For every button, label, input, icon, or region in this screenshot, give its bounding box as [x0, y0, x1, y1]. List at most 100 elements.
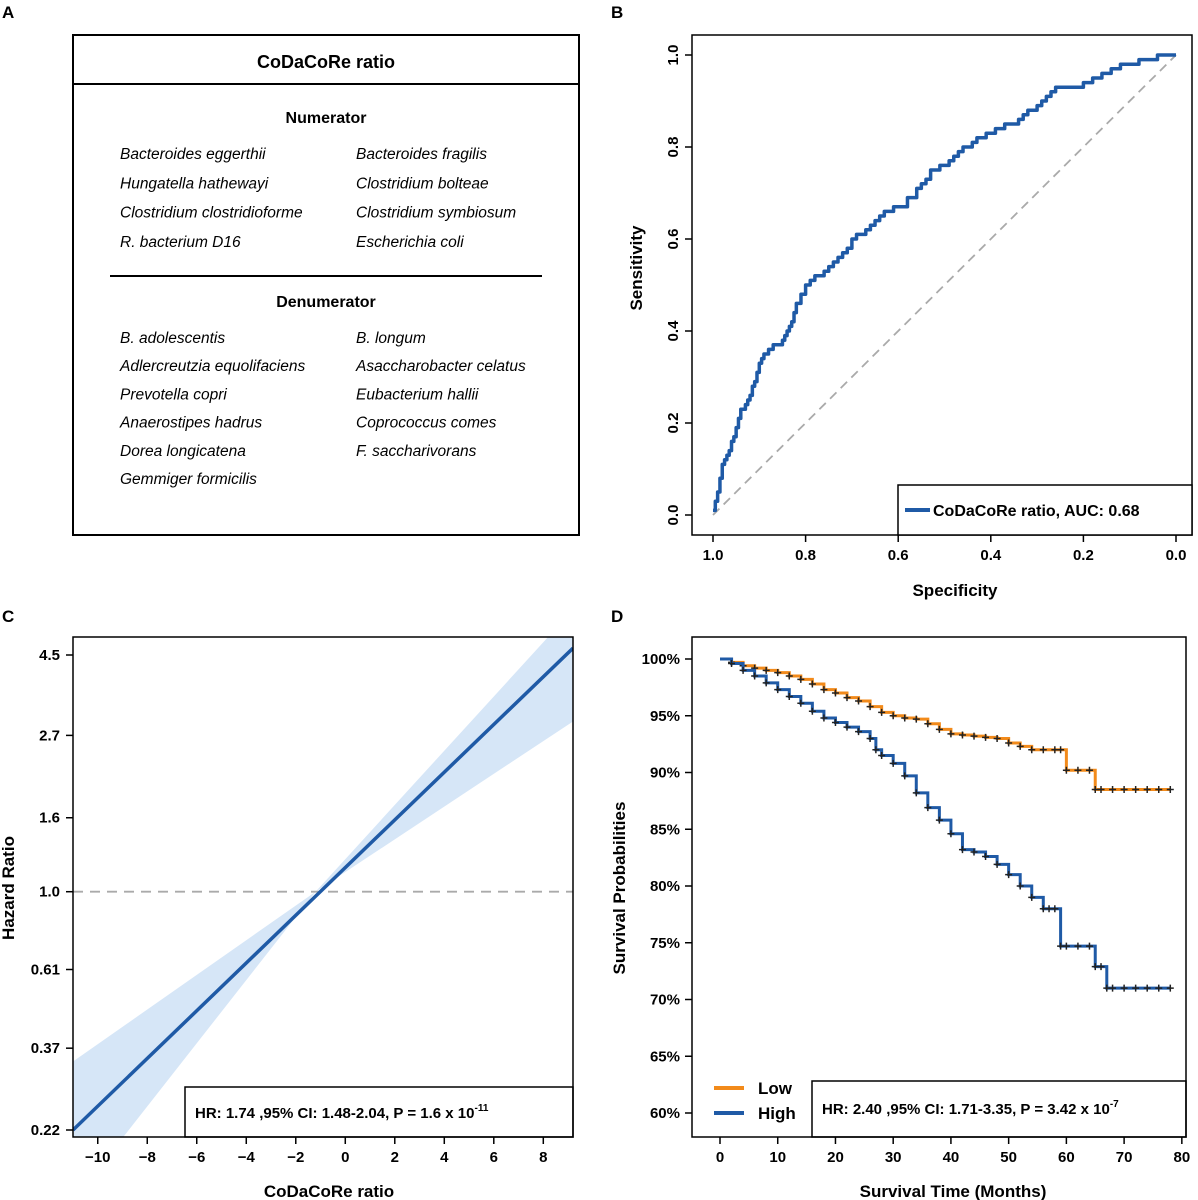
- censor-mark-high: [878, 751, 886, 759]
- numerator-taxon: Bacteroides eggerthii: [120, 146, 266, 163]
- roc-xtick-label: 1.0: [703, 547, 724, 564]
- survival-ytick-label: 75%: [650, 935, 680, 952]
- censor-mark-high: [855, 728, 863, 736]
- censor-mark-high: [1097, 963, 1105, 971]
- survival-clip-group: [720, 657, 1174, 992]
- numerator-taxon: Hungatella hathewayi: [120, 175, 269, 192]
- roc-legend-box: [897, 484, 1193, 536]
- censor-mark-low: [970, 732, 978, 740]
- survival-stats-exponent: -7: [1110, 1099, 1119, 1110]
- survival-legend: Low High: [714, 1079, 796, 1123]
- censor-mark-high: [958, 846, 966, 854]
- survival-xtick-label: 20: [827, 1149, 844, 1166]
- roc-ytick-label: 0.6: [665, 229, 682, 250]
- censor-mark-high: [1028, 893, 1036, 901]
- survival-stats-box: [811, 1080, 1187, 1138]
- hazard-ytick-label: 0.37: [31, 1040, 60, 1057]
- roc-ytick-label: 0.4: [665, 320, 682, 342]
- censor-mark-high: [982, 852, 990, 860]
- roc-plot-frame: [691, 34, 1193, 536]
- panel-b-letter: B: [611, 3, 623, 22]
- hazard-stats-text: HR: 1.74 ,95% CI: 1.48-2.04, P = 1.6 x 1…: [195, 1103, 489, 1122]
- denominator-taxon: Prevotella copri: [120, 386, 227, 403]
- censor-mark-low: [785, 672, 793, 680]
- censor-mark-high: [1109, 984, 1117, 992]
- survival-ylabel: Survival Probabilities: [610, 802, 629, 975]
- survival-xtick-label: 70: [1116, 1149, 1133, 1166]
- censor-mark-high: [1016, 882, 1024, 890]
- censor-mark-low: [1155, 786, 1163, 794]
- hazard-xlabel: CoDaCoRe ratio: [264, 1182, 394, 1200]
- censor-mark-low: [831, 689, 839, 697]
- survival-plot-frame: [691, 636, 1187, 1138]
- censor-mark-low: [762, 666, 770, 674]
- survival-xlabel: Survival Time (Months): [860, 1182, 1047, 1200]
- censor-mark-high: [1005, 871, 1013, 879]
- censor-mark-high: [1166, 984, 1174, 992]
- censor-mark-low: [982, 733, 990, 741]
- numerator-taxon: Clostridium bolteae: [356, 175, 489, 192]
- taxa-table-title: CoDaCoRe ratio: [257, 52, 395, 72]
- denominator-taxon: Asaccharobacter celatus: [355, 358, 526, 375]
- censor-mark-high: [1051, 905, 1059, 913]
- hazard-plot-area: −10 −8 −6 −4 −2 0 2 4 6 8 0.22 0.37 0.61 1.0 1.6 2.7 4.5…: [0, 637, 574, 1200]
- censor-mark-low: [1097, 786, 1105, 794]
- survival-ytick-label: 70%: [650, 992, 680, 1009]
- censor-mark-low: [866, 703, 874, 711]
- roc-ytick-label: 0.0: [665, 505, 682, 526]
- survival-xtick-label: 30: [885, 1149, 902, 1166]
- censor-mark-low: [855, 697, 863, 705]
- roc-xtick-label: 0.2: [1073, 547, 1094, 564]
- denominator-taxon: Eubacterium hallii: [356, 386, 479, 403]
- censor-mark-high: [935, 816, 943, 824]
- denominator-heading: Denumerator: [276, 294, 376, 311]
- denominator-taxon: Gemmiger formicilis: [120, 471, 257, 488]
- censor-mark-low: [935, 725, 943, 733]
- roc-xtick-label: 0.6: [888, 547, 909, 564]
- hazard-xtick-label: 4: [440, 1149, 449, 1166]
- roc-ytick-label: 1.0: [665, 45, 682, 66]
- denominator-taxon: F. saccharivorans: [356, 443, 477, 460]
- censor-mark-low: [912, 715, 920, 723]
- censor-mark-high: [843, 723, 851, 731]
- denominator-taxon: Adlercreutzia equolifaciens: [119, 358, 305, 375]
- censor-mark-low: [958, 731, 966, 739]
- numerator-taxon: Escherichia coli: [356, 234, 464, 251]
- censor-mark-low: [774, 669, 782, 677]
- roc-legend-label: CoDaCoRe ratio, AUC: 0.68: [933, 503, 1140, 520]
- censor-mark-low: [1132, 786, 1140, 794]
- denominator-taxon: Coprococcus comes: [356, 415, 497, 432]
- censor-mark-high: [872, 746, 880, 754]
- censor-mark-high: [728, 660, 736, 668]
- censor-mark-high: [993, 860, 1001, 868]
- taxa-table-box: [72, 34, 580, 536]
- numerator-taxon: Clostridium symbiosum: [356, 205, 516, 222]
- censor-mark-low: [1005, 739, 1013, 747]
- censor-mark-high: [1074, 942, 1082, 950]
- censor-mark-low: [1057, 746, 1065, 754]
- censor-mark-low: [878, 708, 886, 716]
- censor-mark-low: [1039, 746, 1047, 754]
- panel-c-letter: C: [2, 607, 14, 626]
- survival-ytick-label: 90%: [650, 765, 680, 782]
- censor-mark-low: [843, 694, 851, 702]
- panel-d-letter: D: [611, 607, 623, 626]
- censor-mark-low: [1074, 766, 1082, 774]
- censor-mark-high: [820, 714, 828, 722]
- censor-mark-low: [947, 730, 955, 738]
- survival-xtick-label: 80: [1173, 1149, 1190, 1166]
- numerator-heading: Numerator: [286, 110, 367, 127]
- hazard-ytick-label: 1.6: [39, 810, 60, 827]
- censor-mark-low: [1120, 786, 1128, 794]
- roc-plot-area: 1.0 0.8 0.6 0.4 0.2 0.0 0.0 0.2 0.4 0.6 0.8 1.0 Spec…: [627, 45, 1193, 600]
- hazard-xtick-label: −2: [287, 1149, 304, 1166]
- survival-xtick-label: 10: [769, 1149, 786, 1166]
- censor-mark-high: [901, 772, 909, 780]
- censor-mark-low: [1062, 766, 1070, 774]
- survival-xtick-label: 0: [716, 1149, 724, 1166]
- hazard-xtick-label: 2: [391, 1149, 399, 1166]
- hazard-xtick-label: −8: [139, 1149, 156, 1166]
- censor-mark-high: [785, 692, 793, 700]
- censor-mark-low: [1028, 746, 1036, 754]
- censor-mark-low: [808, 680, 816, 688]
